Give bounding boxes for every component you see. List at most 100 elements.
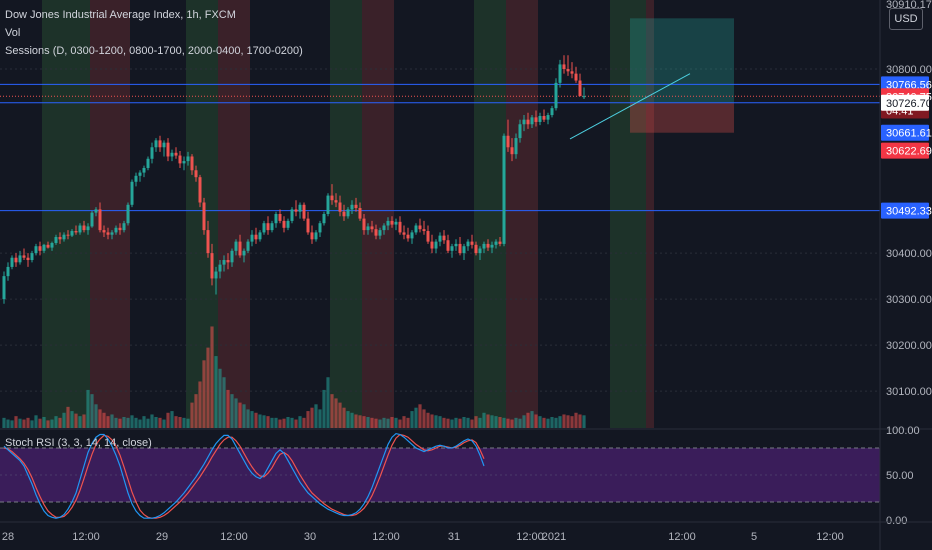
time-tick-label: 5 [751,531,757,543]
candle-body [146,158,150,168]
volume-bar [162,419,166,428]
price-tick-label: 30800.00 [886,64,932,76]
volume-bar [458,418,462,428]
candle-body [342,211,346,217]
price-axis: 30100.00 30200.00 30300.00 30400.00 30800.00… [879,0,932,550]
currency-button[interactable]: USD [889,8,923,30]
candle-body [274,214,278,224]
volume-bar [114,417,118,428]
candle-body [346,209,350,217]
volume-bar [426,412,430,428]
volume-bar [562,414,566,428]
candle-body [446,240,450,251]
candle-body [474,244,478,254]
volume-bar [526,412,530,428]
candle-body [490,244,494,248]
price-label-box [881,202,929,219]
candle-body [34,246,38,254]
candle-body [322,214,326,224]
volume-bar [66,406,70,428]
candle-body [494,241,498,245]
session-band [42,0,90,428]
price-tick-label: 30300.00 [886,294,932,306]
candle-body [502,135,506,244]
volume-bar [290,417,294,428]
volume-bar [574,412,578,428]
volume-bar [122,417,126,428]
volume-bar [166,412,170,428]
volume-bar [534,414,538,428]
volume-bar [138,419,142,428]
volume-bar [54,416,58,428]
candle-body [182,161,186,164]
candle-body [198,177,202,203]
volume-bar [134,417,138,428]
volume-bar [254,412,258,428]
candle-body [326,195,330,214]
candle-body [514,138,518,155]
volume-bar [398,419,402,428]
candle-body [178,155,182,164]
volume-bar [250,411,254,428]
volume-bar [298,416,302,428]
volume-bar [238,402,242,428]
candle-body [538,115,542,122]
volume-bar [38,418,42,428]
candle-body [314,232,318,240]
candle-body [186,156,190,162]
volume-bar [322,389,326,428]
top-clipped-label: 30910.17 [886,0,932,11]
candle-body [106,232,110,235]
candle-body [522,119,526,125]
volume-bar [386,418,390,428]
candle-body [566,69,570,72]
volume-bar [514,417,518,428]
volume-bar [362,416,366,428]
volume-bar [570,416,574,428]
volume-bar [446,418,450,428]
volume-bar [258,414,262,428]
volume-bar [382,417,386,428]
volume-bar [142,416,146,428]
candle-body [286,220,290,228]
volume-bar [158,417,162,428]
time-tick-label: 12:00 [668,531,696,543]
volume-bar [470,419,474,428]
time-tick-label: 31 [448,531,460,543]
candle-body [58,237,62,240]
volume-bar [530,411,534,428]
volume-bar [330,394,334,428]
time-tick-label: 28 [2,531,14,543]
candle-body [114,227,118,233]
volume-bar [146,418,150,428]
volume-bar [550,417,554,428]
volume-bar [538,416,542,428]
volume-bar [218,368,222,428]
volume-bar [474,416,478,428]
candle-body [418,225,422,230]
session-band [362,0,394,428]
candle-body [506,135,510,148]
candle-body [386,220,390,226]
volume-bar [106,416,110,428]
volume-bar [190,402,194,428]
volume-bar [90,394,94,428]
candle-body [350,204,354,210]
candle-body [42,244,46,251]
volume-bar [130,415,134,428]
candle-body [290,209,294,221]
time-tick-label: 30 [304,531,316,543]
candle-body [98,209,102,231]
time-tick-label: 12:00 [72,531,100,543]
volume-bar [206,347,210,428]
volume-bar [582,415,586,428]
candle-body [86,226,90,231]
volume-bar [490,415,494,428]
candle-body [578,80,582,97]
volume-bar [126,417,130,428]
candle-body [486,243,490,248]
candle-body [14,257,18,263]
session-band [474,0,506,428]
volume-bar [578,414,582,428]
